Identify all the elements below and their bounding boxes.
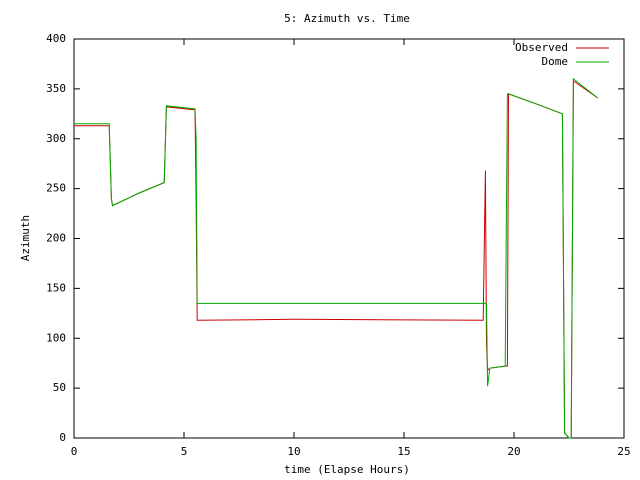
x-tick-label: 25 (617, 445, 630, 458)
y-axis-label: Azimuth (19, 215, 32, 261)
legend-label: Observed (515, 41, 568, 54)
legend-label: Dome (542, 55, 569, 68)
y-tick-label: 0 (59, 431, 66, 444)
y-tick-label: 250 (46, 182, 66, 195)
x-tick-label: 5 (181, 445, 188, 458)
plot-frame (73, 38, 625, 439)
chart-title: 5: Azimuth vs. Time (284, 12, 410, 25)
data-line (74, 79, 598, 439)
y-tick-label: 400 (46, 32, 66, 45)
x-tick-label: 0 (71, 445, 78, 458)
x-tick-label: 15 (397, 445, 410, 458)
y-tick-label: 300 (46, 132, 66, 145)
data-line (74, 77, 598, 439)
y-tick-label: 100 (46, 331, 66, 344)
y-tick-label: 350 (46, 82, 66, 95)
x-tick-label: 20 (507, 445, 520, 458)
x-axis-label: time (Elapse Hours) (284, 463, 410, 476)
y-tick-label: 50 (53, 381, 66, 394)
y-tick-label: 200 (46, 232, 66, 245)
x-tick-label: 10 (287, 445, 300, 458)
y-tick-label: 150 (46, 281, 66, 294)
